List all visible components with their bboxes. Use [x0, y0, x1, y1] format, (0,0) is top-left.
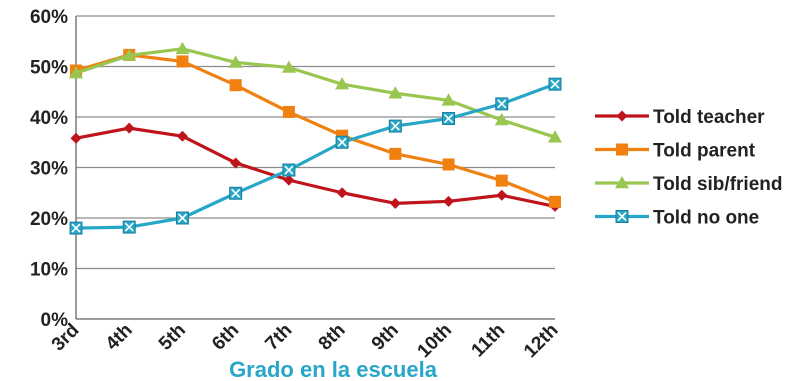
series-line	[75, 53, 556, 204]
legend-label: Told no one	[653, 208, 759, 229]
x-axis-label: Grado en la escuela	[229, 357, 438, 381]
data-point	[335, 77, 350, 90]
data-point	[176, 130, 188, 142]
x-tick-label: 5th	[155, 320, 190, 355]
data-point	[389, 147, 402, 160]
data-point	[549, 195, 561, 208]
y-tick-label: 40%	[30, 108, 68, 129]
x-tick-label: 8th	[315, 320, 350, 355]
data-point	[389, 197, 401, 209]
data-point	[548, 77, 562, 91]
data-point	[442, 158, 455, 171]
x-axis-tick-labels: 3rd 4th 5th 6th 7th 8th 9th 10th 11th 12th	[48, 320, 563, 362]
x-tick-label: 9th	[368, 320, 403, 355]
y-tick-label: 60%	[30, 7, 68, 28]
data-point	[548, 130, 562, 143]
gridlines	[76, 15, 555, 270]
data-point	[615, 176, 629, 189]
x-tick-label: 11th	[468, 320, 510, 362]
x-tick-label: 4th	[102, 320, 137, 355]
legend-item: Told no one	[595, 208, 759, 229]
data-point	[441, 93, 456, 106]
data-point	[175, 211, 189, 225]
legend-label: Told parent	[653, 141, 756, 162]
legend-item: Told teacher	[595, 107, 765, 128]
series-told-no-one	[69, 77, 562, 235]
x-tick-label: 7th	[261, 320, 296, 355]
series-line	[75, 82, 556, 230]
data-point	[175, 41, 190, 55]
data-point	[335, 135, 349, 149]
legend-label: Told sib/friend	[653, 174, 782, 195]
y-axis-tick-labels: 0% 10% 20% 30% 40% 50% 60%	[30, 7, 68, 331]
legend-label: Told teacher	[653, 107, 765, 128]
data-point	[70, 132, 82, 144]
y-tick-label: 30%	[30, 159, 68, 180]
data-point	[388, 119, 402, 133]
series-told-parent	[70, 48, 561, 208]
legend-item: Told parent	[595, 141, 756, 162]
y-tick-label: 50%	[30, 58, 68, 79]
data-point	[388, 86, 403, 99]
data-point	[615, 210, 629, 223]
data-point	[494, 113, 509, 126]
data-point	[443, 195, 455, 207]
data-point	[122, 220, 136, 234]
series-lines	[69, 41, 562, 235]
x-tick-label: 12th	[520, 320, 562, 362]
data-point	[69, 221, 83, 235]
x-tick-label: 10th	[414, 320, 456, 362]
data-point	[283, 174, 295, 186]
x-tick-label: 6th	[208, 320, 243, 355]
series-line	[75, 126, 556, 208]
data-point	[282, 163, 296, 177]
data-point	[228, 55, 243, 68]
data-point	[229, 186, 243, 200]
y-tick-label: 10%	[30, 260, 68, 281]
y-tick-label: 20%	[30, 209, 68, 230]
data-point	[495, 174, 508, 187]
data-point	[69, 66, 83, 79]
data-point	[229, 79, 242, 92]
data-point	[122, 48, 137, 61]
data-point	[442, 112, 456, 126]
data-point	[230, 157, 242, 169]
data-point	[281, 60, 296, 73]
legend: Told teacher Told parent Told sib/friend To…	[595, 107, 782, 229]
y-tick-label: 0%	[41, 310, 69, 331]
data-point	[616, 143, 628, 156]
data-point	[336, 187, 348, 199]
data-point	[496, 189, 508, 201]
legend-item: Told sib/friend	[595, 174, 782, 195]
data-point	[616, 110, 628, 122]
data-point	[282, 105, 295, 118]
data-point	[176, 55, 189, 68]
data-point	[123, 122, 135, 134]
data-point	[495, 97, 509, 111]
